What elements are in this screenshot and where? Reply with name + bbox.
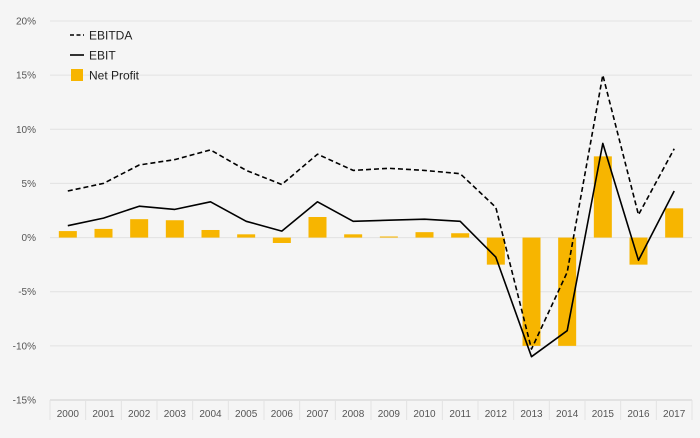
x-tick-label: 2004: [199, 409, 222, 420]
x-tick-label: 2007: [306, 409, 329, 420]
x-tick-label: 2010: [413, 409, 436, 420]
net-profit-bar: [593, 156, 612, 238]
x-tick-label: 2006: [271, 409, 294, 420]
net-profit-bar: [272, 237, 291, 243]
line-layer: [67, 74, 675, 358]
grid-layer: [50, 20, 692, 401]
x-tick-label: 2017: [663, 409, 686, 420]
net-profit-bar: [130, 219, 149, 238]
x-tick-label: 2015: [592, 409, 615, 420]
x-tick-label: 2014: [556, 409, 579, 420]
y-axis-tick-labels: 20% 15% 10% 5% 0% -5% -10% -15%: [13, 17, 36, 407]
legend-ebit-label: EBIT: [89, 49, 116, 63]
y-tick-label: 10%: [16, 125, 36, 136]
net-profit-bar: [558, 237, 577, 346]
x-tick-label: 2012: [485, 409, 508, 420]
net-profit-bar: [344, 234, 363, 238]
net-profit-bar: [237, 234, 256, 238]
legend: EBITDA EBIT Net Profit: [70, 29, 140, 83]
net-profit-bar: [451, 233, 470, 238]
y-tick-label: 20%: [16, 17, 36, 28]
x-tick-label: 2003: [164, 409, 187, 420]
y-tick-label: 5%: [22, 179, 37, 190]
x-tick-label: 2011: [449, 409, 471, 420]
legend-net-profit-swatch: [71, 69, 83, 81]
net-profit-bar: [58, 231, 77, 238]
net-profit-bar: [201, 229, 220, 238]
bar-layer: [58, 156, 684, 346]
y-tick-label: 0%: [22, 233, 37, 244]
x-tick-label: 2016: [627, 409, 650, 420]
net-profit-bar: [379, 236, 398, 238]
net-profit-bar: [415, 232, 434, 238]
net-profit-bar: [165, 220, 184, 238]
net-profit-bar: [522, 237, 541, 346]
y-tick-label: -5%: [18, 287, 36, 298]
x-axis-tick-labels: 2000 2001 2002 2003 2004 2005 2006 2007 2008 2009…: [49, 399, 693, 420]
net-profit-bar: [665, 208, 684, 238]
x-tick-label: 2001: [92, 409, 115, 420]
ebit-line: [67, 142, 675, 358]
x-tick-label: 2008: [342, 409, 365, 420]
x-tick-label: 2009: [378, 409, 401, 420]
x-tick-label: 2013: [520, 409, 543, 420]
x-tick-label: 2002: [128, 409, 151, 420]
legend-net-profit-label: Net Profit: [89, 69, 140, 83]
net-profit-bar: [486, 237, 505, 265]
x-tick-label: 2005: [235, 409, 258, 420]
net-profit-bar: [94, 228, 113, 238]
y-tick-label: -10%: [13, 341, 36, 352]
y-tick-label: -15%: [13, 396, 36, 407]
net-profit-bar: [308, 216, 327, 238]
ebitda-line: [67, 74, 675, 350]
x-tick-label: 2000: [57, 409, 80, 420]
legend-ebitda-label: EBITDA: [89, 29, 132, 43]
y-tick-label: 15%: [16, 71, 36, 82]
